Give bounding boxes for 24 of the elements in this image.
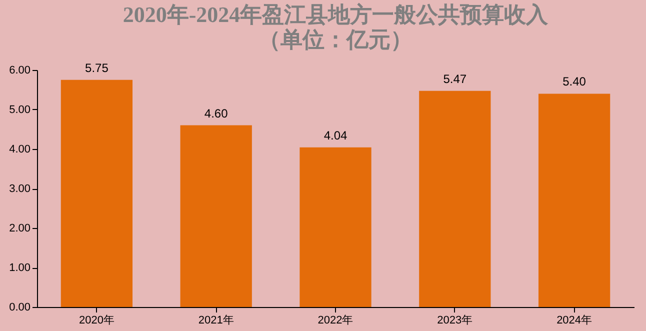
- y-tick-label: 5.00: [9, 104, 30, 116]
- bar: [538, 94, 610, 307]
- y-tick-label: 6.00: [9, 64, 30, 76]
- x-tick-label: 2023年: [437, 314, 473, 326]
- data-label: 5.75: [85, 60, 109, 75]
- chart-subtitle: （单位：亿元）: [258, 26, 412, 52]
- x-tick-label: 2022年: [318, 314, 354, 326]
- data-label: 4.60: [204, 106, 228, 120]
- y-tick-label: 1.00: [9, 262, 30, 274]
- x-tick-label: 2021年: [198, 314, 234, 326]
- data-label: 5.47: [443, 72, 467, 86]
- bar: [300, 147, 372, 307]
- chart-title: 2020年-2024年盈江县地方一般公共预算收入: [122, 2, 550, 27]
- bar: [180, 125, 252, 307]
- x-tick-label: 2024年: [556, 314, 592, 326]
- data-label: 4.04: [324, 128, 348, 142]
- y-tick-label: 0.00: [9, 302, 30, 314]
- data-label: 5.40: [562, 74, 586, 89]
- x-tick-label: 2020年: [78, 314, 114, 326]
- bar: [419, 90, 491, 307]
- y-tick-label: 4.00: [9, 144, 30, 156]
- y-tick-label: 2.00: [9, 222, 30, 234]
- y-tick-label: 3.00: [9, 183, 30, 195]
- bar: [60, 80, 133, 307]
